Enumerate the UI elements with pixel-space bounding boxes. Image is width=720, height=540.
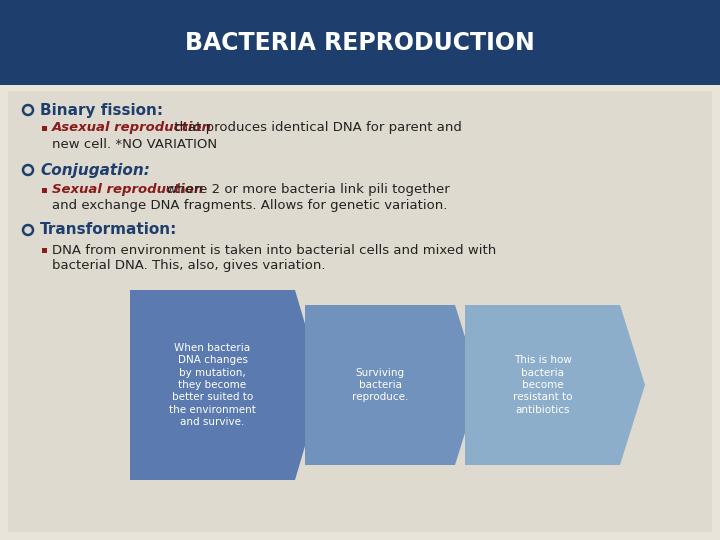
- Text: Conjugation:: Conjugation:: [40, 163, 150, 178]
- Text: Asexual reproduction: Asexual reproduction: [52, 122, 212, 134]
- Polygon shape: [305, 305, 480, 465]
- Text: new cell. *NO VARIATION: new cell. *NO VARIATION: [52, 138, 217, 151]
- Bar: [0, 0, 720, 85]
- Bar: [42, 125, 47, 131]
- Text: Binary fission:: Binary fission:: [40, 103, 163, 118]
- Text: and exchange DNA fragments. Allows for genetic variation.: and exchange DNA fragments. Allows for g…: [52, 199, 447, 213]
- Text: Sexual reproduction: Sexual reproduction: [52, 184, 203, 197]
- Polygon shape: [465, 305, 645, 465]
- Text: where 2 or more bacteria link pili together: where 2 or more bacteria link pili toget…: [162, 184, 450, 197]
- Text: When bacteria
DNA changes
by mutation,
they become
better suited to
the environm: When bacteria DNA changes by mutation, t…: [169, 343, 256, 427]
- Text: bacterial DNA. This, also, gives variation.: bacterial DNA. This, also, gives variati…: [52, 260, 325, 273]
- Bar: [8, 91, 712, 532]
- Text: This is how
bacteria
become
resistant to
antibiotics: This is how bacteria become resistant to…: [513, 355, 572, 415]
- Text: BACTERIA REPRODUCTION: BACTERIA REPRODUCTION: [185, 30, 535, 55]
- Text: DNA from environment is taken into bacterial cells and mixed with: DNA from environment is taken into bacte…: [52, 244, 496, 256]
- Bar: [42, 187, 47, 192]
- Polygon shape: [130, 290, 323, 480]
- Text: Transformation:: Transformation:: [40, 222, 177, 238]
- Text: Surviving
bacteria
reproduce.: Surviving bacteria reproduce.: [352, 368, 408, 402]
- Bar: [42, 247, 47, 253]
- Text: that produces identical DNA for parent and: that produces identical DNA for parent a…: [170, 122, 462, 134]
